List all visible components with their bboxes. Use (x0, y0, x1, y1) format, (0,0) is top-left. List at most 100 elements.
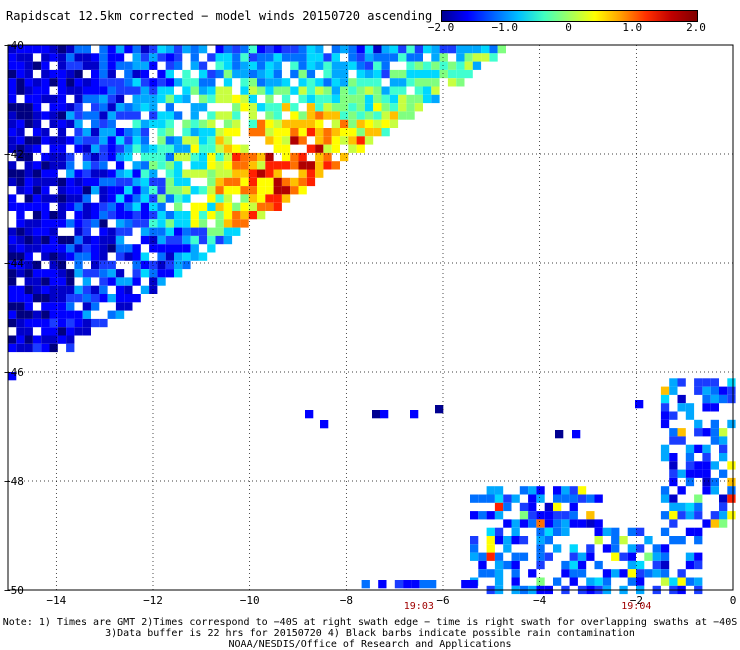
wind-cell (561, 569, 570, 578)
wind-cell (182, 128, 191, 137)
wind-cell (66, 335, 75, 344)
wind-cell (232, 161, 241, 170)
wind-cell (57, 219, 67, 228)
wind-cell (265, 186, 274, 195)
wind-cell (373, 45, 382, 54)
wind-cell (157, 69, 166, 79)
wind-cell (99, 86, 108, 95)
wind-cell (91, 219, 100, 228)
wind-cell (223, 202, 233, 211)
wind-cell (99, 177, 108, 187)
wind-cell (107, 310, 116, 319)
wind-cell (636, 560, 645, 570)
wind-cell (165, 227, 174, 236)
wind-cell (702, 453, 711, 462)
wind-cell (149, 119, 158, 128)
wind-cell (107, 111, 116, 120)
wind-cell (66, 327, 75, 336)
wind-cell (182, 144, 191, 153)
wind-cell (281, 45, 291, 54)
wind-cell (107, 211, 116, 220)
wind-cell (503, 502, 512, 512)
wind-cell (16, 128, 25, 137)
wind-cell (82, 227, 91, 236)
wind-cell (636, 569, 645, 578)
wind-cell (298, 111, 307, 120)
wind-cell (49, 219, 58, 228)
wind-cell (157, 94, 166, 104)
wind-cell (223, 94, 233, 104)
wind-cell (373, 78, 382, 87)
wind-cell (660, 544, 670, 553)
wind-cell (115, 128, 125, 137)
wind-cell (8, 61, 17, 70)
wind-cell (165, 269, 174, 278)
wind-cell (439, 69, 448, 79)
wind-cell (57, 244, 67, 253)
wind-cell (240, 177, 249, 187)
wind-cell (207, 144, 216, 153)
latitude-labels: −40 −42 −44 −46 −48 −50 (4, 39, 24, 597)
wind-cell (494, 511, 504, 520)
wind-cell (182, 235, 191, 245)
wind-cell (677, 569, 686, 578)
wind-cell (91, 78, 100, 87)
wind-cell (41, 177, 50, 187)
wind-cell (586, 511, 595, 520)
wind-cell (710, 386, 719, 395)
wind-cell (99, 211, 108, 220)
wind-cell (115, 152, 125, 162)
wind-cell (340, 69, 349, 79)
wind-cell (232, 128, 241, 137)
wind-cell (561, 511, 570, 520)
wind-cell (149, 211, 158, 220)
wind-cell (398, 45, 407, 54)
wind-cell (99, 69, 108, 79)
wind-cell (306, 169, 316, 178)
wind-cell (41, 136, 50, 145)
wind-cell (528, 569, 537, 578)
wind-cell (8, 302, 17, 311)
wind-cell (91, 152, 100, 162)
wind-cell (82, 252, 91, 261)
wind-cell (132, 69, 141, 79)
wind-cell (165, 103, 174, 112)
wind-cell (165, 152, 174, 162)
wind-cell (8, 194, 17, 203)
wind-cell (469, 580, 478, 589)
wind-cell (24, 45, 33, 54)
wind-cell (265, 161, 274, 170)
wind-cell (16, 310, 25, 319)
wind-cell (32, 335, 42, 344)
wind-cell (536, 511, 545, 520)
wind-cell (660, 577, 670, 586)
wind-cell (381, 94, 390, 104)
lat-tick-label: −42 (4, 148, 24, 161)
wind-cell (677, 403, 686, 412)
wind-cell (32, 128, 42, 137)
wind-cell (24, 94, 33, 104)
wind-cell (149, 103, 158, 112)
wind-cell (281, 128, 291, 137)
wind-cell (215, 161, 224, 170)
wind-cell (41, 45, 50, 54)
wind-cell (215, 235, 224, 245)
wind-cell (157, 211, 166, 220)
wind-cell (494, 502, 504, 512)
wind-cell (24, 294, 33, 303)
wind-cell (503, 536, 512, 545)
wind-cell (710, 436, 719, 445)
wind-cell (232, 61, 241, 70)
wind-cell (99, 136, 108, 145)
wind-cell (652, 569, 661, 578)
wind-cell (66, 235, 75, 245)
wind-cell (223, 78, 233, 87)
wind-cell (165, 45, 174, 54)
wind-cell (165, 78, 174, 87)
wind-cell (381, 103, 390, 112)
wind-cell (149, 235, 158, 245)
wind-cell (290, 86, 299, 95)
wind-cell (190, 119, 199, 128)
wind-cell (49, 94, 58, 104)
wind-cell (494, 527, 504, 536)
